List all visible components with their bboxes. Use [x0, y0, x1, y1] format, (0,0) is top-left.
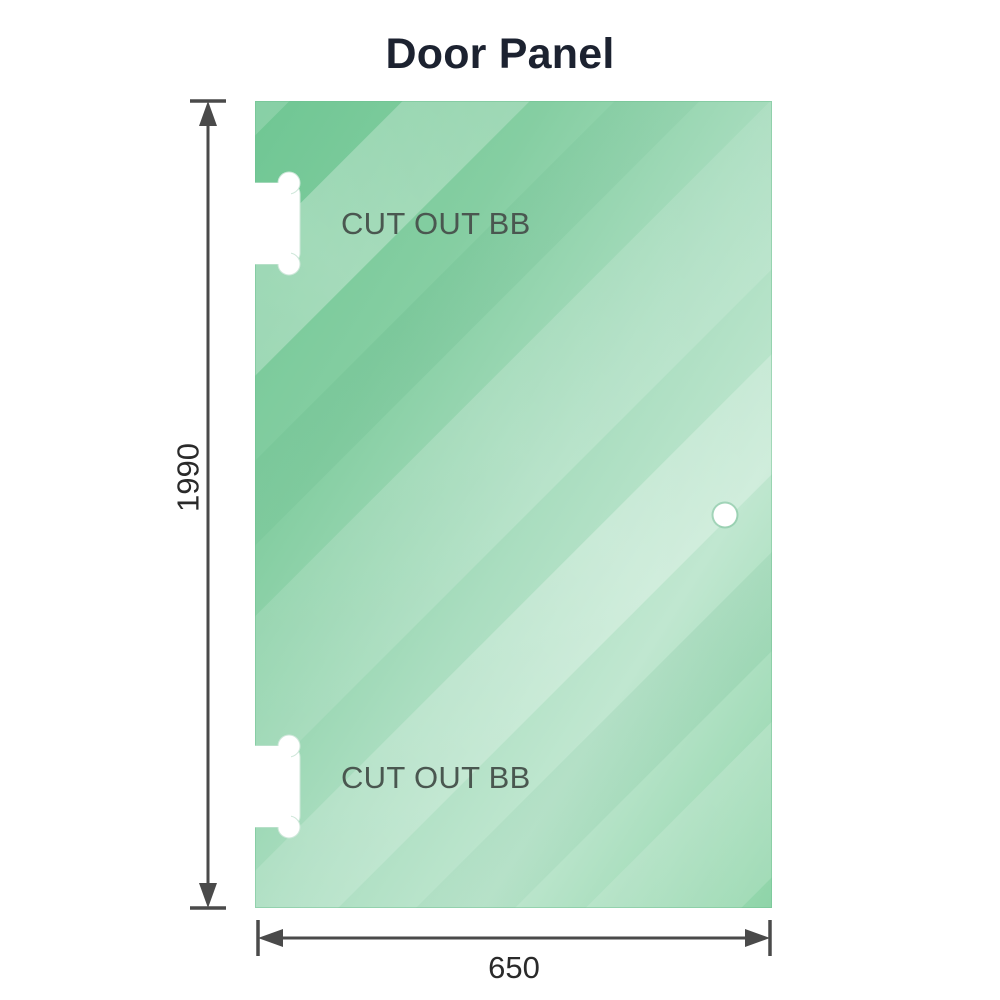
width-arrow-left: [258, 929, 283, 947]
height-arrow-down: [199, 883, 217, 908]
height-dimension-label: 1990: [170, 443, 206, 512]
cutout-top: [255, 171, 301, 276]
cutout-bottom-body: [255, 746, 291, 827]
handle-hole-bore: [713, 503, 737, 527]
cutout-label-top: CUT OUT BB: [341, 206, 531, 241]
width-arrow-right: [745, 929, 770, 947]
cutout-label-bottom: CUT OUT BB: [341, 760, 531, 795]
page-title: Door Panel: [385, 30, 615, 78]
handle-hole: [711, 501, 739, 529]
cutout-top-body: [255, 183, 291, 264]
glass-sheen-group: [255, 101, 772, 908]
glass-door-panel: [255, 101, 772, 908]
width-dimension-label: 650: [488, 950, 540, 985]
panel-outline: [255, 101, 772, 908]
height-arrow-up: [199, 101, 217, 126]
cutout-bottom: [255, 734, 301, 839]
